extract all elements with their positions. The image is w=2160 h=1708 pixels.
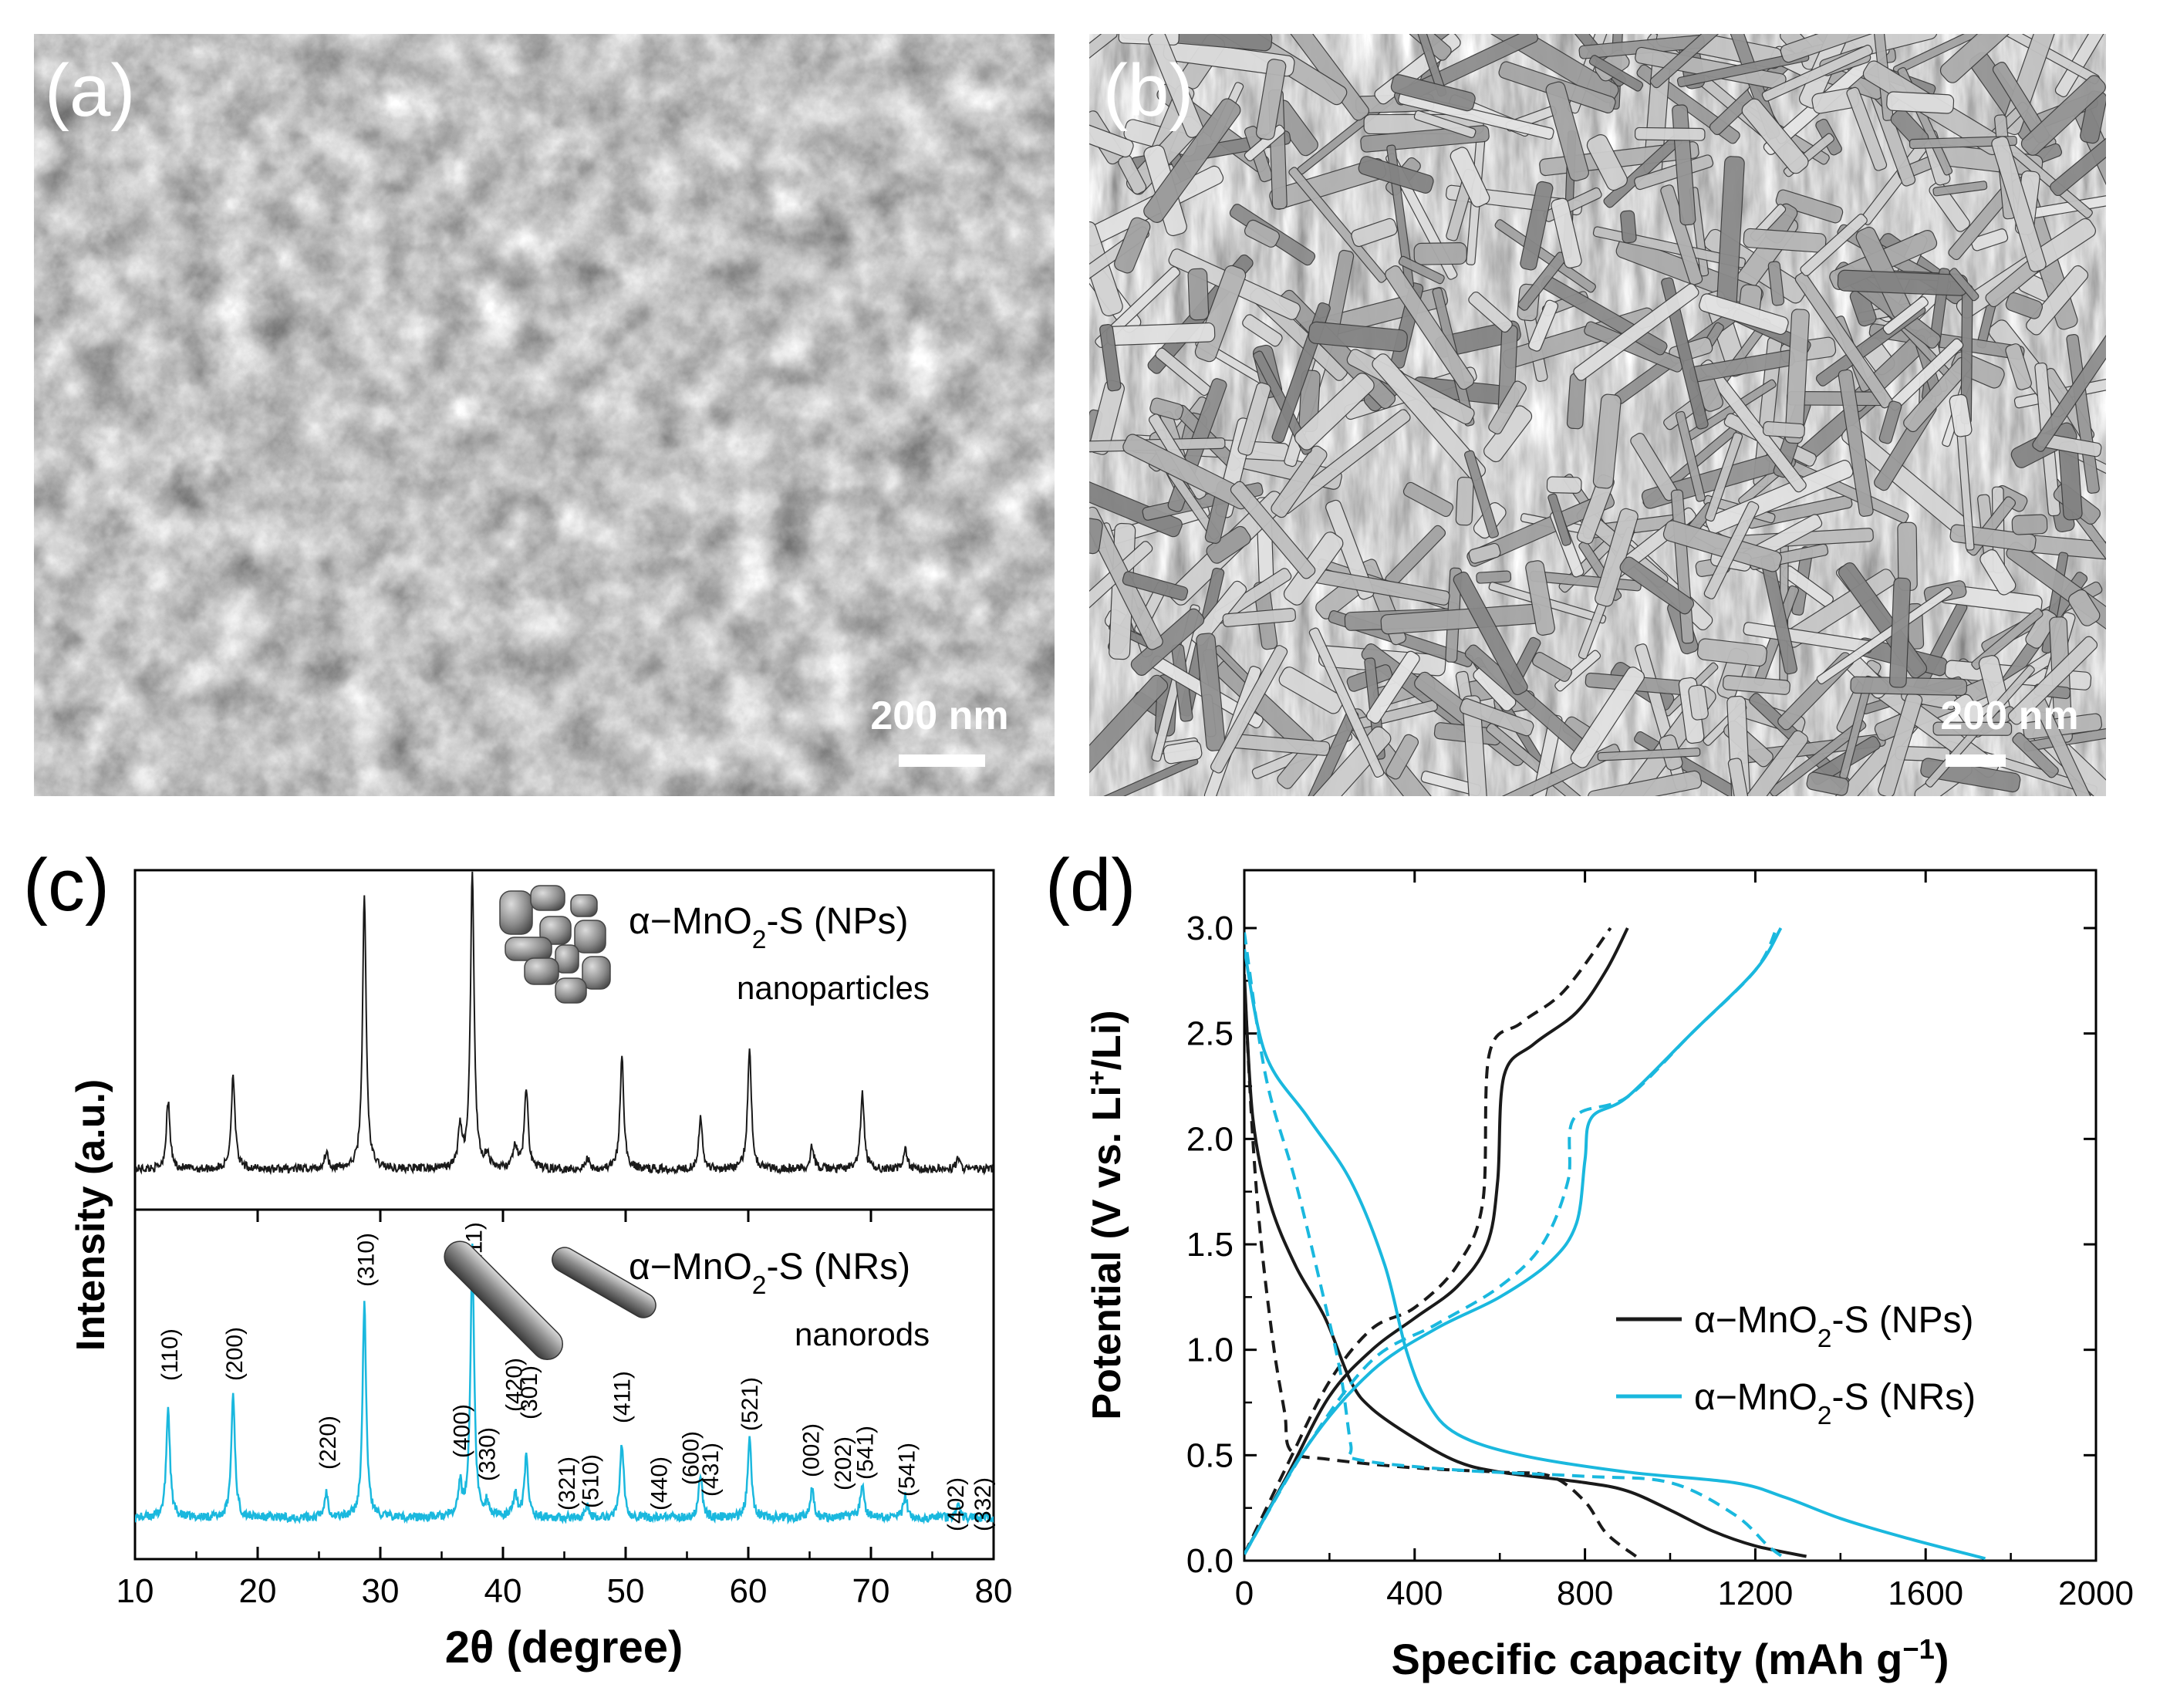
hkl-label: (400) <box>449 1404 474 1458</box>
xrd-x-tick-label: 20 <box>239 1572 277 1610</box>
hkl-label: (002) <box>799 1423 825 1477</box>
xrd-series-nrs-subtitle: nanorods <box>795 1316 930 1352</box>
hkl-label: (420) <box>502 1358 528 1412</box>
hkl-label: (110) <box>157 1328 183 1381</box>
xrd-series-nps-subtitle: nanoparticles <box>737 970 930 1006</box>
gcd-y-tick-label: 1.0 <box>1186 1332 1234 1369</box>
panel-b: (b) 200 nm <box>1089 34 2106 796</box>
legend-label-nrs: α−MnO2-S (NRs) <box>1694 1377 1976 1430</box>
hkl-label: (330) <box>475 1427 501 1481</box>
gcd-curve-nps-charge-dashed <box>1244 927 1612 1555</box>
hkl-label: (431) <box>698 1443 724 1497</box>
xrd-x-tick-label: 60 <box>730 1572 768 1610</box>
gcd-y-tick-label: 0.0 <box>1186 1542 1234 1580</box>
legend-label-nps: α−MnO2-S (NPs) <box>1694 1300 1973 1353</box>
gcd-axes: 0 400 800 1200 1600 2000 0.0 0.5 1.0 1.5 2.0 2.5 3.0 <box>1186 870 2134 1612</box>
gcd-x-tick-label: 800 <box>1557 1575 1613 1612</box>
xrd-series-nrs-name: α−MnO2-S (NRs) <box>629 1247 910 1300</box>
scale-bar-a <box>899 754 985 767</box>
xrd-x-tick-label: 30 <box>362 1572 400 1610</box>
gcd-y-tick-label: 2.5 <box>1186 1015 1234 1053</box>
gcd-x-tick-label: 0 <box>1235 1575 1254 1612</box>
hkl-label: (411) <box>610 1371 636 1423</box>
xrd-series-nps-name: α−MnO2-S (NPs) <box>629 901 908 954</box>
hkl-label: (310) <box>353 1233 379 1287</box>
gcd-legend: α−MnO2-S (NPs) α−MnO2-S (NRs) <box>1616 1300 1976 1430</box>
hkl-label: (440) <box>646 1457 672 1511</box>
panel-d: (d) 0 400 800 1200 1600 2000 0.0 0.5 1.0 1.5 2.0 2.… <box>1045 844 2134 1683</box>
gcd-curve-nps-discharge-dashed <box>1244 981 1638 1558</box>
gcd-y-axis-label: Potential (V vs. Li+/Li) <box>1082 1010 1129 1419</box>
gcd-curve-nps-discharge-solid <box>1244 974 1807 1558</box>
xrd-x-tick-label: 40 <box>484 1572 522 1610</box>
xrd-series-nrs <box>135 1243 994 1525</box>
xrd-y-axis-label: Intensity (a.u.) <box>69 1079 113 1351</box>
gcd-curve-nrs-discharge-solid <box>1244 948 1986 1561</box>
gcd-curve-nrs-charge-dashed <box>1244 927 1778 1555</box>
hkl-labels: (110) (200)(220)(310)(400)(211)(330)(420)… <box>157 1222 996 1531</box>
scale-bar-label-a: 200 nm <box>870 694 1008 738</box>
panel-label-a: (a) <box>45 49 135 132</box>
panel-c: (c) 10 20 30 40 50 60 70 80 (110) (200) (220) (310… <box>23 844 1012 1673</box>
panel-label-b: (b) <box>1103 49 1193 132</box>
xrd-x-tick-label: 80 <box>975 1572 1013 1610</box>
hkl-label: (510) <box>578 1454 603 1508</box>
nanoparticle-cluster-icon <box>499 885 611 1004</box>
nanorod-icon <box>444 1240 656 1361</box>
gcd-curve-nrs-discharge-dashed <box>1244 932 1787 1560</box>
panel-label-d: (d) <box>1045 844 1136 927</box>
panel-label-c: (c) <box>23 844 110 927</box>
gcd-y-tick-label: 3.0 <box>1186 910 1234 947</box>
gcd-curves <box>1244 927 1986 1561</box>
hkl-label: (600) <box>679 1431 704 1485</box>
hkl-label: (402) <box>943 1477 969 1531</box>
xrd-x-axis-label: 2θ (degree) <box>445 1622 683 1673</box>
gcd-y-tick-label: 2.0 <box>1186 1120 1234 1158</box>
panel-a: (a) 200 nm <box>34 34 1055 796</box>
xrd-x-tick-label: 70 <box>852 1572 890 1610</box>
hkl-label: (541) <box>895 1443 920 1497</box>
scale-bar-label-b: 200 nm <box>1940 694 2078 738</box>
gcd-x-axis-label: Specific capacity (mAh g−1) <box>1391 1633 1949 1684</box>
gcd-x-tick-label: 1600 <box>1888 1575 1963 1612</box>
nanorod-texture <box>1089 34 2106 796</box>
hkl-label: (521) <box>737 1377 763 1431</box>
hkl-label: (301) <box>517 1365 542 1419</box>
gcd-x-tick-label: 2000 <box>2058 1575 2134 1612</box>
gcd-plot-frame <box>1243 869 2098 1562</box>
hkl-label: (541) <box>852 1426 878 1480</box>
gcd-curve-nps-charge-solid <box>1244 927 1629 1555</box>
hkl-label: (332) <box>970 1477 996 1531</box>
xrd-x-tick-label: 50 <box>607 1572 645 1610</box>
hkl-label: (202) <box>831 1436 856 1490</box>
sem-image-a <box>34 34 1055 796</box>
gcd-y-tick-label: 1.5 <box>1186 1226 1234 1264</box>
xrd-x-tick-label: 10 <box>116 1572 154 1610</box>
xrd-series-nps <box>135 871 994 1176</box>
gcd-x-tick-label: 1200 <box>1717 1575 1793 1612</box>
gcd-y-tick-label: 0.5 <box>1186 1436 1234 1474</box>
hkl-label: (321) <box>555 1457 580 1511</box>
hkl-label: (200) <box>222 1327 248 1381</box>
gcd-x-tick-label: 400 <box>1386 1575 1443 1612</box>
scale-bar-b <box>1946 754 2006 767</box>
xrd-x-axis: 10 20 30 40 50 60 70 80 <box>116 1210 1013 1610</box>
hkl-label: (220) <box>316 1416 341 1470</box>
